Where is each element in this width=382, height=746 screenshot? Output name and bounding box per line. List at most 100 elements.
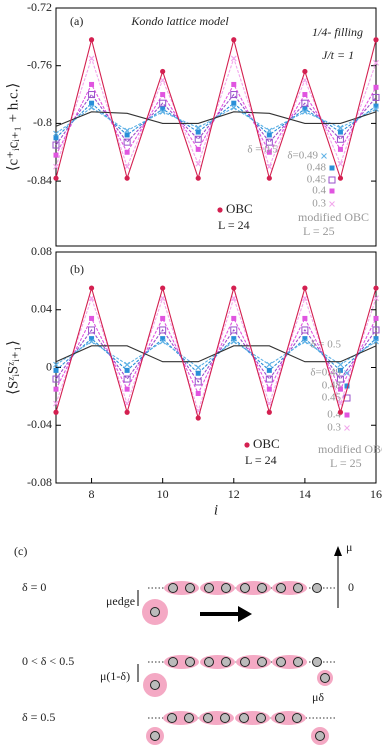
point bbox=[301, 338, 308, 345]
site bbox=[257, 657, 267, 667]
legend-symbol bbox=[329, 165, 335, 171]
point bbox=[160, 285, 166, 291]
point bbox=[266, 127, 273, 134]
point bbox=[373, 336, 379, 342]
y-tick-label: -0.8 bbox=[33, 115, 52, 129]
legend-label: 0.3 bbox=[327, 422, 341, 434]
point bbox=[373, 37, 379, 43]
legend-label: δ = 0.5 bbox=[247, 144, 278, 156]
y-tick-label: 0 bbox=[46, 359, 52, 373]
point bbox=[195, 370, 201, 376]
point bbox=[159, 108, 166, 115]
point bbox=[159, 326, 167, 334]
point bbox=[160, 68, 166, 75]
point bbox=[266, 132, 272, 138]
site bbox=[240, 657, 250, 667]
legend-symbol bbox=[344, 425, 350, 431]
point bbox=[266, 149, 272, 155]
point bbox=[302, 92, 308, 98]
legend-marker bbox=[344, 425, 350, 431]
site bbox=[204, 657, 214, 667]
legend-label: 0.48 bbox=[307, 162, 327, 174]
annotation: 1/4- filling bbox=[312, 25, 363, 39]
point bbox=[337, 160, 344, 167]
y-tick-label: -0.04 bbox=[27, 417, 52, 431]
point bbox=[231, 37, 237, 43]
site bbox=[220, 713, 230, 723]
series-line bbox=[55, 340, 377, 369]
point bbox=[194, 378, 202, 386]
point bbox=[230, 104, 237, 111]
point bbox=[160, 336, 166, 342]
arrow-head bbox=[334, 546, 342, 556]
legend-symbol bbox=[344, 412, 350, 418]
site bbox=[185, 583, 195, 593]
site bbox=[185, 657, 195, 667]
point bbox=[230, 326, 238, 334]
y-tick-label: -0.76 bbox=[27, 57, 52, 71]
point bbox=[88, 55, 95, 62]
site bbox=[168, 657, 178, 667]
series bbox=[53, 100, 379, 141]
point bbox=[302, 315, 308, 321]
point bbox=[302, 68, 308, 75]
point bbox=[373, 84, 379, 90]
plot-frame bbox=[55, 7, 377, 247]
series bbox=[53, 338, 379, 371]
site bbox=[167, 713, 177, 723]
point bbox=[124, 409, 130, 415]
annotation: modified OBC bbox=[298, 210, 369, 224]
mu-1-delta: μ(1-δ) bbox=[100, 669, 130, 683]
point bbox=[195, 129, 201, 135]
point bbox=[337, 367, 343, 373]
row-label: 0 < δ < 0.5 bbox=[22, 654, 74, 668]
point bbox=[88, 326, 96, 334]
legend-label: 0.3 bbox=[312, 198, 326, 210]
series-line bbox=[55, 39, 377, 181]
site bbox=[312, 657, 322, 667]
site bbox=[257, 583, 267, 593]
point bbox=[124, 386, 130, 392]
point bbox=[159, 99, 167, 107]
point bbox=[160, 106, 166, 112]
point bbox=[230, 295, 237, 302]
point bbox=[53, 130, 59, 137]
point bbox=[88, 104, 95, 111]
legend-label: 0.4 bbox=[327, 409, 341, 421]
legend-label: OBC bbox=[226, 201, 253, 216]
point bbox=[88, 37, 95, 43]
point bbox=[124, 132, 130, 138]
point bbox=[336, 375, 344, 383]
legend-label: 0.4 bbox=[312, 185, 326, 197]
annotation: L = 25 bbox=[303, 224, 335, 238]
site bbox=[221, 583, 231, 593]
site bbox=[292, 713, 302, 723]
point bbox=[88, 338, 95, 345]
point bbox=[195, 415, 201, 421]
legend-label: OBC bbox=[253, 436, 280, 451]
point bbox=[301, 99, 309, 107]
site bbox=[150, 680, 160, 690]
annotation: Kondo lattice model bbox=[130, 14, 229, 28]
y-axis-label: ⟨SᶻᵢSᶻᵢ₊₁⟩ bbox=[5, 340, 21, 395]
big-arrow bbox=[200, 606, 252, 622]
site bbox=[240, 583, 250, 593]
point bbox=[88, 285, 95, 291]
point bbox=[373, 103, 379, 109]
point bbox=[265, 138, 273, 146]
site bbox=[293, 583, 303, 593]
annotation: L = 25 bbox=[330, 456, 362, 470]
series-line bbox=[55, 286, 377, 421]
point bbox=[124, 163, 131, 170]
legend-marker bbox=[344, 383, 350, 389]
annotation: J/t = 1 bbox=[322, 48, 354, 62]
point bbox=[231, 285, 237, 291]
point bbox=[53, 409, 59, 415]
point bbox=[266, 163, 273, 170]
y-tick-label: 0.04 bbox=[31, 302, 52, 316]
x-tick-label: 16 bbox=[370, 487, 382, 501]
site bbox=[168, 583, 178, 593]
point bbox=[301, 326, 309, 334]
point bbox=[373, 106, 379, 112]
point bbox=[53, 152, 59, 158]
